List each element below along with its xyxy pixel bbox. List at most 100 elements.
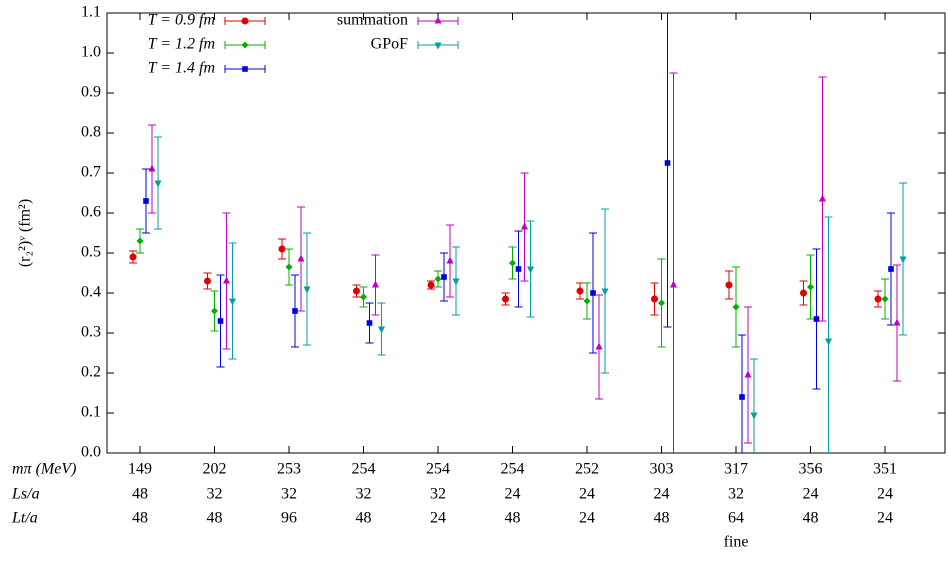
point <box>670 280 677 288</box>
row-value: 32 <box>207 486 223 503</box>
point <box>353 287 360 295</box>
row-value: 48 <box>505 510 521 527</box>
row-value: 32 <box>430 486 446 503</box>
y-tick-label: 0.7 <box>81 164 101 181</box>
point <box>217 318 224 324</box>
row-label: mπ (MeV) <box>12 461 76 478</box>
point <box>651 295 658 303</box>
point <box>427 281 435 289</box>
point <box>658 299 665 307</box>
point <box>527 266 534 274</box>
point <box>881 295 889 303</box>
y-tick-label: 1.1 <box>81 4 101 21</box>
legend-label: GPoF <box>371 36 408 53</box>
point <box>800 289 807 297</box>
row-value: 48 <box>132 510 148 527</box>
point <box>739 394 745 400</box>
point <box>515 266 522 272</box>
point <box>664 160 671 166</box>
point <box>521 222 528 230</box>
x-tick-label: 356 <box>799 461 823 478</box>
row-value: 24 <box>877 486 893 503</box>
y-tick-label: 0.3 <box>81 324 101 341</box>
category-note: fine <box>724 534 749 551</box>
point <box>576 287 584 295</box>
y-tick-label: 0.6 <box>81 204 101 221</box>
point <box>502 295 509 303</box>
point <box>136 237 144 245</box>
point <box>223 276 230 284</box>
row-value: 24 <box>654 486 670 503</box>
x-tick-label: 317 <box>724 461 748 478</box>
legend-label: T = 0.9 fm <box>148 12 215 29</box>
point <box>595 342 603 350</box>
y-tick-label: 0.5 <box>81 244 101 261</box>
y-tick-label: 0.4 <box>81 284 101 301</box>
point <box>292 308 298 314</box>
point <box>360 293 367 301</box>
row-value: 32 <box>728 486 744 503</box>
x-tick-label: 254 <box>352 461 376 478</box>
x-tick-label: 149 <box>128 461 152 478</box>
point <box>452 278 460 286</box>
row-value: 32 <box>281 486 297 503</box>
row-value: 48 <box>803 510 819 527</box>
y-tick-label: 0.8 <box>81 124 101 141</box>
row-value: 24 <box>803 486 819 503</box>
point <box>303 286 311 294</box>
row-value: 48 <box>356 510 372 527</box>
point <box>366 320 373 326</box>
row-label: Ls/a <box>11 486 40 503</box>
point <box>893 318 901 326</box>
plot-area <box>129 13 907 453</box>
x-tick-label: 202 <box>203 461 227 478</box>
point <box>874 295 882 303</box>
legend-label: summation <box>337 12 408 29</box>
row-value: 48 <box>207 510 223 527</box>
point <box>899 256 907 264</box>
row-value: 48 <box>654 510 670 527</box>
legend-marker <box>241 41 249 49</box>
x-tick-label: 253 <box>277 461 301 478</box>
point <box>807 283 814 291</box>
point <box>372 280 379 288</box>
point <box>129 253 137 261</box>
point <box>583 297 591 305</box>
point <box>601 288 609 296</box>
legend-marker <box>241 17 249 25</box>
point <box>825 338 832 346</box>
y-tick-label: 0.9 <box>81 84 101 101</box>
point <box>143 198 149 204</box>
y-tick-label: 0.0 <box>81 444 101 461</box>
legend-marker <box>434 42 442 50</box>
row-label: Lt/a <box>11 510 38 527</box>
point <box>888 266 894 272</box>
legend-marker <box>242 66 248 72</box>
legend-marker <box>434 16 442 24</box>
point <box>434 275 442 283</box>
point <box>297 254 305 262</box>
point <box>725 281 733 289</box>
point <box>285 263 293 271</box>
plot-frame <box>106 12 946 454</box>
point <box>590 290 596 296</box>
point <box>211 307 218 315</box>
y-axis-label: (r₂²)ᵛ (fm²) <box>17 199 34 267</box>
point <box>229 298 236 306</box>
point <box>204 277 211 285</box>
row-value: 24 <box>505 486 521 503</box>
point <box>813 316 820 322</box>
point <box>148 164 156 172</box>
row-value: 24 <box>579 486 595 503</box>
point <box>446 256 454 264</box>
legend-label: T = 1.2 fm <box>148 36 215 53</box>
row-value: 96 <box>281 510 297 527</box>
point <box>441 274 447 280</box>
point <box>819 194 826 202</box>
y-tick-label: 0.2 <box>81 364 101 381</box>
point <box>154 180 162 188</box>
x-tick-label: 252 <box>575 461 599 478</box>
legend-label: T = 1.4 fm <box>148 60 215 77</box>
point <box>509 259 516 267</box>
